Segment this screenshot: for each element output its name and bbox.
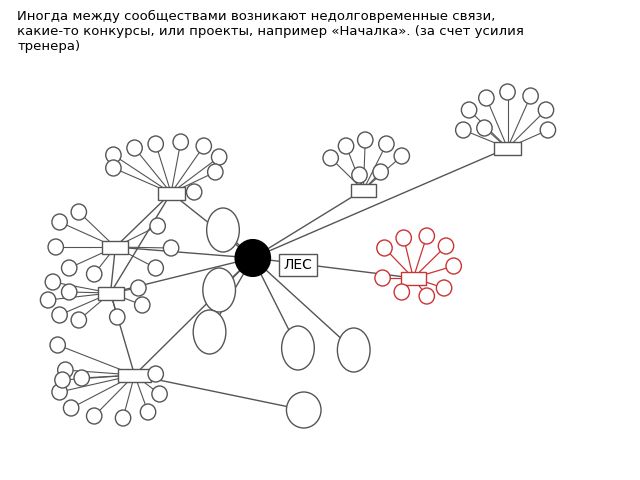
- Circle shape: [61, 284, 77, 300]
- Circle shape: [236, 240, 270, 276]
- Circle shape: [538, 102, 554, 118]
- Text: Иногда между сообществами возникают недолговременные связи,
какие-то конкурсы, и: Иногда между сообществами возникают недо…: [17, 10, 524, 53]
- Circle shape: [148, 136, 163, 152]
- Circle shape: [150, 218, 165, 234]
- Circle shape: [186, 184, 202, 200]
- Circle shape: [377, 240, 392, 256]
- Circle shape: [323, 150, 339, 166]
- Circle shape: [358, 132, 373, 148]
- Circle shape: [438, 238, 454, 254]
- Circle shape: [419, 288, 435, 304]
- Circle shape: [58, 362, 73, 378]
- Circle shape: [148, 260, 163, 276]
- Circle shape: [152, 386, 167, 402]
- Circle shape: [127, 140, 142, 156]
- Ellipse shape: [203, 268, 236, 312]
- Bar: [97, 287, 124, 300]
- Circle shape: [479, 90, 494, 106]
- Circle shape: [50, 337, 65, 353]
- Circle shape: [52, 307, 67, 323]
- Bar: [494, 142, 521, 155]
- Bar: [401, 272, 426, 285]
- Circle shape: [115, 410, 131, 426]
- Circle shape: [196, 138, 211, 154]
- Circle shape: [379, 136, 394, 152]
- Circle shape: [163, 240, 179, 256]
- Circle shape: [45, 274, 61, 290]
- Circle shape: [106, 160, 121, 176]
- Circle shape: [477, 120, 492, 136]
- Circle shape: [456, 122, 471, 138]
- Circle shape: [106, 147, 121, 163]
- Circle shape: [419, 228, 435, 244]
- Circle shape: [352, 167, 367, 183]
- Bar: [157, 187, 184, 200]
- Bar: [102, 240, 129, 253]
- Ellipse shape: [282, 326, 314, 370]
- Circle shape: [63, 400, 79, 416]
- Circle shape: [373, 164, 388, 180]
- Circle shape: [48, 239, 63, 255]
- Circle shape: [71, 204, 86, 220]
- Circle shape: [74, 370, 90, 386]
- Circle shape: [52, 214, 67, 230]
- Circle shape: [61, 260, 77, 276]
- Circle shape: [173, 134, 188, 150]
- Circle shape: [394, 148, 410, 164]
- Circle shape: [52, 384, 67, 400]
- Bar: [118, 369, 151, 382]
- Circle shape: [375, 270, 390, 286]
- Circle shape: [523, 88, 538, 104]
- Bar: [351, 183, 376, 196]
- Circle shape: [396, 230, 412, 246]
- Text: ЛЕС: ЛЕС: [284, 258, 312, 272]
- Circle shape: [86, 266, 102, 282]
- Circle shape: [40, 292, 56, 308]
- Circle shape: [109, 309, 125, 325]
- Circle shape: [148, 366, 163, 382]
- Circle shape: [394, 284, 410, 300]
- Circle shape: [436, 280, 452, 296]
- Circle shape: [140, 404, 156, 420]
- Circle shape: [134, 297, 150, 313]
- Circle shape: [131, 280, 146, 296]
- Circle shape: [71, 312, 86, 328]
- Circle shape: [55, 372, 70, 388]
- Circle shape: [207, 164, 223, 180]
- Ellipse shape: [337, 328, 370, 372]
- Circle shape: [461, 102, 477, 118]
- Circle shape: [446, 258, 461, 274]
- Circle shape: [211, 149, 227, 165]
- Circle shape: [86, 408, 102, 424]
- Circle shape: [500, 84, 515, 100]
- Ellipse shape: [207, 208, 239, 252]
- Circle shape: [287, 392, 321, 428]
- Circle shape: [540, 122, 556, 138]
- Ellipse shape: [193, 310, 226, 354]
- Circle shape: [339, 138, 354, 154]
